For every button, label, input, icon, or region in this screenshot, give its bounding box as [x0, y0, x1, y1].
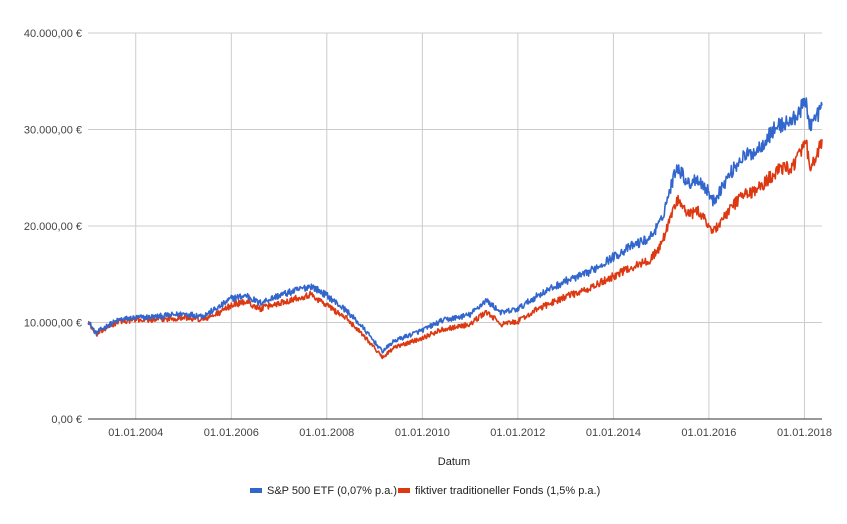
x-tick-label: 01.01.2014: [586, 427, 641, 439]
legend-swatch: [398, 488, 410, 493]
y-tick-label: 0,00 €: [51, 414, 82, 426]
series-line-sp500-etf: [87, 97, 823, 354]
y-axis-tick-labels: 0,00 € 10.000,00 € 20.000,00 € 30.000,00 € 4…: [24, 28, 82, 426]
legend-label: fiktiver traditioneller Fonds (1,5% p.a.…: [415, 485, 600, 497]
x-tick-label: 01.01.2010: [395, 427, 450, 439]
legend-item-sp500-etf[interactable]: S&P 500 ETF (0,07% p.a.): [250, 485, 397, 497]
legend-label: S&P 500 ETF (0,07% p.a.): [267, 485, 397, 497]
x-tick-label: 01.01.2018: [777, 427, 832, 439]
x-axis-tick-labels: 01.01.2004 01.01.2006 01.01.2008 01.01.2010…: [108, 427, 832, 439]
x-tick-label: 01.01.2006: [204, 427, 259, 439]
x-tick-label: 01.01.2012: [490, 427, 545, 439]
y-tick-label: 10.000,00 €: [24, 318, 82, 330]
series-lines: [87, 97, 823, 360]
series-line-traditional-fund: [87, 139, 823, 360]
y-tick-label: 30.000,00 €: [24, 125, 82, 137]
y-tick-label: 40.000,00 €: [24, 28, 82, 40]
x-tick-label: 01.01.2016: [681, 427, 736, 439]
legend[interactable]: S&P 500 ETF (0,07% p.a.) fiktiver traditi…: [250, 485, 600, 497]
legend-item-traditional-fund[interactable]: fiktiver traditioneller Fonds (1,5% p.a.…: [398, 485, 600, 497]
gridlines: [88, 32, 822, 419]
x-axis-title: Datum: [438, 456, 470, 468]
y-tick-label: 20.000,00 €: [24, 221, 82, 233]
x-tick-label: 01.01.2004: [108, 427, 163, 439]
legend-swatch: [250, 488, 262, 493]
x-tick-label: 01.01.2008: [299, 427, 354, 439]
